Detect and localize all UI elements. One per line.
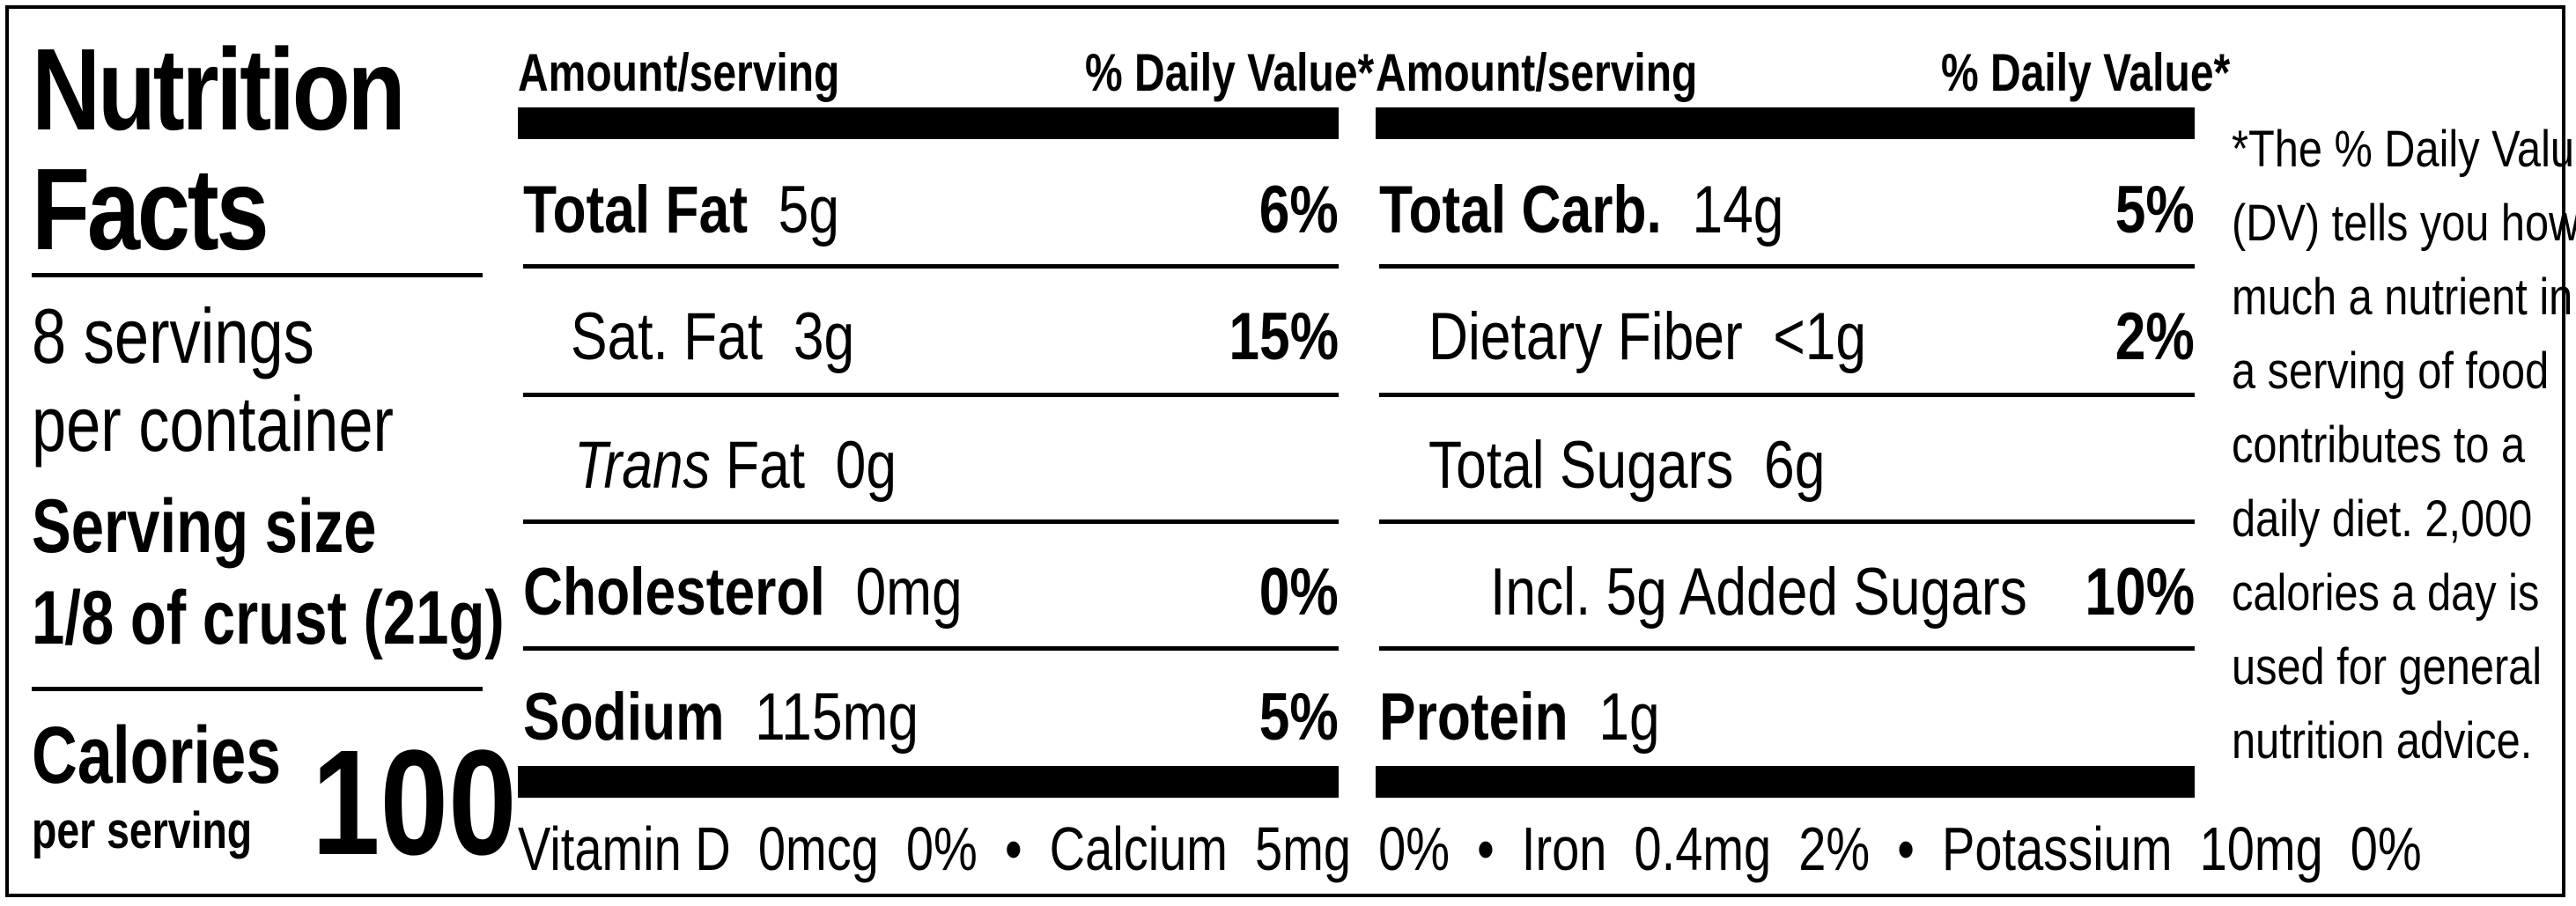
servings-per-container: 8 servings per container xyxy=(32,292,484,468)
serving-size-label: Serving size xyxy=(32,484,377,569)
row-dietary-fiber: Dietary Fiber <1g xyxy=(1428,299,1867,374)
row-divider xyxy=(523,646,1339,651)
footnote-line: (DV) tells you how xyxy=(2232,195,2576,252)
row-divider xyxy=(523,393,1339,397)
footnote-line: *The % Daily Value xyxy=(2232,121,2576,178)
row-total-carb: Total Carb. 14g xyxy=(1379,173,1784,247)
nutrition-facts-title: Nutrition Facts xyxy=(32,30,484,269)
serving-size: Serving size 1/8 of crust (21g) xyxy=(32,481,638,664)
left-header-dv: % Daily Value* xyxy=(1085,43,1375,102)
row-divider xyxy=(523,264,1339,269)
dv-dietary-fiber: 2% xyxy=(2115,299,2195,374)
serving-size-value: 1/8 of crust (21g) xyxy=(32,576,505,660)
right-thick-bar-bottom xyxy=(1376,766,2195,798)
title-line-1: Nutrition xyxy=(32,25,406,154)
calories-label: Calories xyxy=(32,711,282,800)
footnote-line: daily diet. 2,000 xyxy=(2232,490,2533,548)
footnote-line: used for general xyxy=(2232,638,2543,696)
row-sodium: Sodium 115mg xyxy=(523,680,919,755)
daily-value-footnote: *The % Daily Value (DV) tells you how mu… xyxy=(2232,113,2576,778)
left-header-amount: Amount/serving xyxy=(518,43,840,102)
title-divider xyxy=(32,273,483,277)
dv-added-sugars: 10% xyxy=(2085,555,2195,630)
row-divider xyxy=(1379,519,2195,524)
dv-cholesterol: 0% xyxy=(1258,555,1339,630)
footnote-line: a serving of food xyxy=(2232,343,2550,400)
row-protein: Protein 1g xyxy=(1379,680,1660,755)
row-total-fat: Total Fat 5g xyxy=(523,173,839,247)
row-total-sugars: Total Sugars 6g xyxy=(1428,428,1826,503)
row-cholesterol: Cholesterol 0mg xyxy=(523,555,963,630)
right-header-amount: Amount/serving xyxy=(1376,43,1698,102)
title-line-2: Facts xyxy=(32,144,269,274)
row-divider xyxy=(1379,393,2195,397)
dv-sodium: 5% xyxy=(1258,680,1339,755)
right-thick-bar-top xyxy=(1376,107,2195,139)
footnote-line: calories a day is xyxy=(2232,564,2540,622)
left-thick-bar-top xyxy=(518,107,1339,139)
calories-value: 100 xyxy=(312,719,517,887)
left-thick-bar-bottom xyxy=(518,766,1339,798)
footnote-line: contributes to a xyxy=(2232,416,2526,474)
dv-total-fat: 6% xyxy=(1258,173,1339,247)
right-header-dv: % Daily Value* xyxy=(1941,43,2231,102)
vitamins-minerals-line: Vitamin D 0mcg 0% • Calcium 5mg 0% • Iro… xyxy=(518,814,2422,883)
dv-total-carb: 5% xyxy=(2115,173,2195,247)
footnote-line: nutrition advice. xyxy=(2232,712,2533,770)
calories-sub-label: per serving xyxy=(32,802,253,859)
servings-line-2: per container xyxy=(32,380,394,468)
row-sat-fat: Sat. Fat 3g xyxy=(571,299,855,374)
dv-sat-fat: 15% xyxy=(1229,299,1339,374)
row-divider xyxy=(523,519,1339,524)
footnote-line: much a nutrient in xyxy=(2232,269,2573,326)
row-added-sugars: Incl. 5g Added Sugars xyxy=(1490,555,2027,630)
row-divider xyxy=(1379,264,2195,269)
serving-divider xyxy=(32,687,483,691)
row-trans-fat: Trans Fat 0g xyxy=(574,428,897,503)
servings-line-1: 8 servings xyxy=(32,292,314,379)
row-divider xyxy=(1379,646,2195,651)
nutrition-facts-label: Nutrition Facts 8 servings per container… xyxy=(5,5,2576,897)
